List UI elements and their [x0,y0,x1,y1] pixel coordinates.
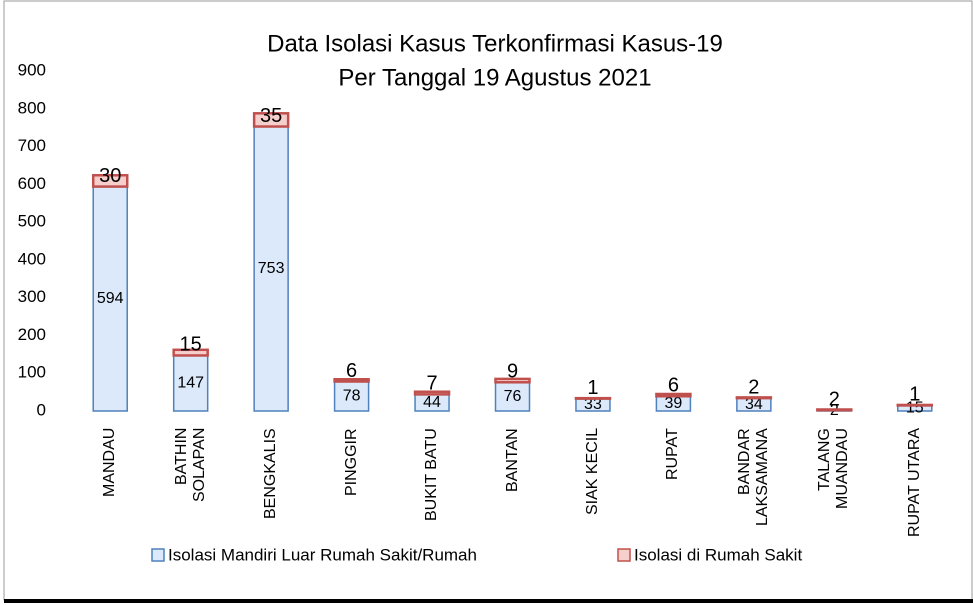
data-label: 1 [909,384,920,406]
x-tick-label: BANTAN [503,428,521,492]
y-tick-label: 400 [18,249,46,268]
bar-segment [413,390,451,396]
legend-label: Isolasi di Rumah Sakit [634,545,802,564]
bar-segment [252,112,290,128]
bar-segment [816,408,853,412]
data-label: 15 [180,334,202,356]
x-tick-label: MANDAU [101,428,119,498]
bar-segment [92,185,128,412]
data-label: 594 [97,290,124,307]
bar-segment [574,396,612,400]
y-tick-label: 700 [18,136,46,155]
bar-segment [896,403,934,407]
bar-segment [735,396,773,400]
data-label: 2 [748,376,759,398]
data-label: 6 [346,360,357,382]
bar-segment [333,378,370,383]
data-label: 78 [343,387,361,404]
bar-segment [333,380,370,412]
y-tick-label: 900 [18,60,46,79]
data-label: 76 [504,388,522,405]
data-label: 9 [507,361,518,383]
chart-title: Data Isolasi Kasus Terkonfirmasi Kasus-1… [267,30,723,57]
data-label: 7 [426,373,437,395]
y-tick-label: 0 [37,400,46,419]
bar-segment [172,348,209,357]
y-tick-label: 600 [18,174,46,193]
data-label: 35 [260,105,282,127]
x-tick-label: BENGKALIS [262,428,280,519]
x-tick-label: RUPAT UTARA [905,428,923,538]
y-tick-label: 100 [18,363,46,382]
data-label: 147 [177,374,204,391]
x-tick-label: TALANG MUANDAU [816,428,852,509]
data-label: 44 [423,394,441,411]
x-tick-label: BATHIN SOLAPAN [172,428,208,503]
x-tick-label: SIAK KECIL [583,428,601,516]
y-tick-label: 500 [18,212,46,231]
data-label: 30 [99,165,121,187]
data-label: 2 [829,389,840,411]
x-tick-label: BUKIT BATU [423,428,441,521]
y-tick-label: 800 [18,98,46,117]
bar-segment [494,377,531,384]
data-label: 1 [587,377,598,399]
data-label: 753 [258,260,285,277]
bar-segment [91,174,129,188]
data-label: 33 [584,396,602,413]
bar-segment [494,381,531,412]
data-label: 6 [668,375,679,397]
legend-swatch [617,548,631,562]
x-tick-label: RUPAT [664,428,682,480]
legend-swatch [151,548,165,562]
bar-segment [655,392,692,398]
x-tick-label: BANDAR LAKSAMANA [735,428,771,526]
data-label: 15 [906,399,924,416]
chart-subtitle: Per Tanggal 19 Agustus 2021 [338,64,651,91]
legend-label: Isolasi Mandiri Luar Rumah Sakit/Rumah [168,545,477,564]
y-tick-label: 300 [18,287,46,306]
x-tick-label: PINGGIR [342,428,360,496]
data-label: 34 [745,396,763,413]
data-label: 39 [665,395,683,412]
y-tick-label: 200 [18,325,46,344]
